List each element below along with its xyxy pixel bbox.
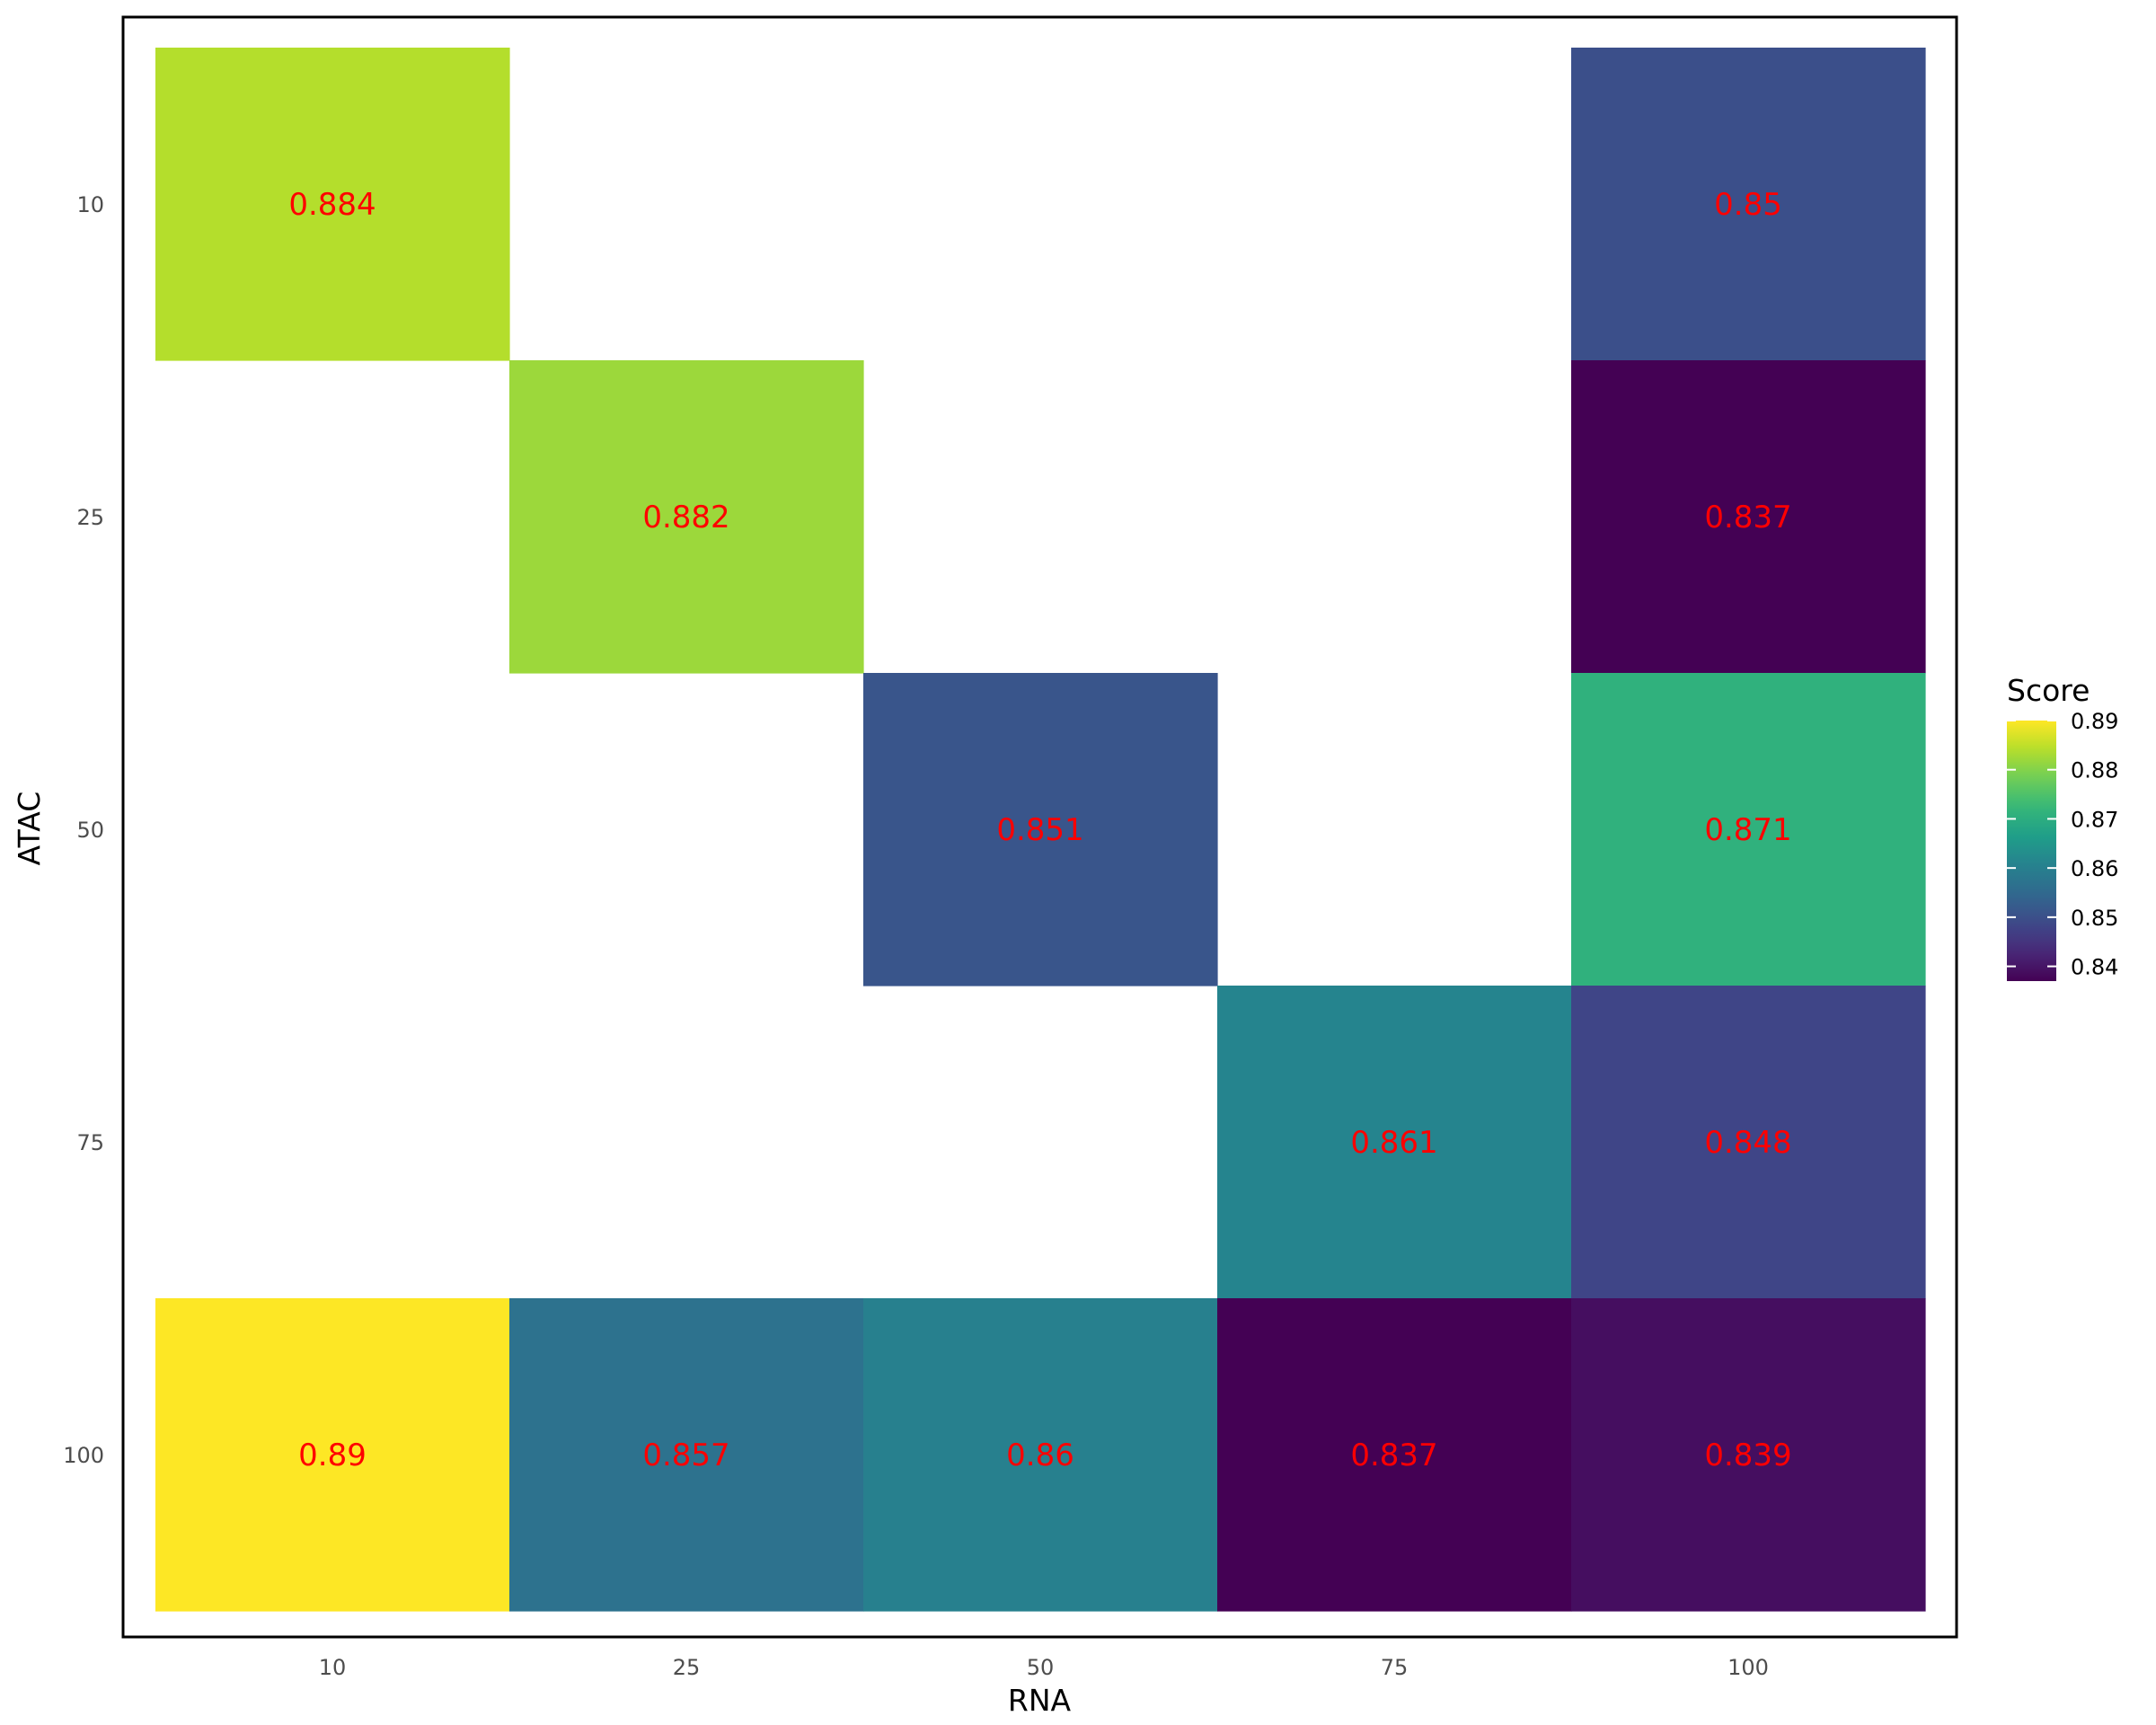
cell-value-label: 0.85 (1714, 187, 1782, 223)
x-tick-label: 75 (1381, 1655, 1409, 1680)
cell-value-label: 0.861 (1350, 1125, 1437, 1161)
x-tick-label: 100 (1727, 1655, 1769, 1680)
x-tick-label: 50 (1027, 1655, 1055, 1680)
y-axis-ticks: 10 25 50 75 100 (63, 192, 104, 1468)
cell-value-label: 0.884 (288, 187, 376, 223)
cell-value-label: 0.871 (1704, 812, 1791, 848)
y-tick-label: 25 (76, 505, 104, 530)
heatmap-cell (1571, 986, 1926, 1299)
legend-colorbar (2007, 721, 2056, 981)
y-tick-label: 10 (76, 192, 104, 217)
heatmap-cell (509, 360, 864, 674)
cell-value-label: 0.86 (1006, 1438, 1074, 1473)
cell-value-label: 0.848 (1704, 1125, 1791, 1161)
heatmap-cell (155, 48, 510, 361)
y-tick-label: 100 (63, 1443, 104, 1468)
heatmap-cell (155, 1298, 510, 1612)
cell-value-label: 0.837 (1704, 500, 1791, 535)
legend-tick-label: 0.86 (2071, 856, 2118, 881)
color-legend: Score 0.89 0.88 0.87 0.86 0.85 0.84 (2007, 673, 2118, 981)
y-axis-title: ATAC (12, 792, 47, 866)
legend-tick-label: 0.85 (2071, 906, 2118, 931)
y-tick-label: 50 (76, 818, 104, 843)
legend-tick-label: 0.87 (2071, 807, 2118, 832)
legend-tick-label: 0.89 (2071, 709, 2118, 734)
x-tick-label: 25 (673, 1655, 701, 1680)
heatmap-cell (1571, 48, 1926, 361)
cell-value-label: 0.837 (1350, 1438, 1437, 1473)
heatmap-cell (1571, 1298, 1926, 1612)
cell-value-label: 0.857 (642, 1438, 729, 1473)
heatmap-cells (155, 48, 1926, 1612)
panel-border (121, 15, 1958, 1639)
cell-value-label: 0.851 (996, 812, 1083, 848)
cell-labels: 0.884 0.85 0.882 0.837 0.851 0.871 0.861 0.848 0… (288, 187, 1791, 1473)
heatmap-cell (863, 673, 1218, 986)
cell-value-label: 0.89 (298, 1438, 367, 1473)
y-tick-label: 75 (76, 1130, 104, 1155)
heatmap-cell (863, 1298, 1218, 1612)
heatmap-cell (509, 1298, 864, 1612)
legend-ticks: 0.89 0.88 0.87 0.86 0.85 0.84 (2007, 709, 2118, 980)
cell-value-label: 0.839 (1704, 1438, 1791, 1473)
legend-title: Score (2007, 673, 2090, 708)
x-axis-ticks: 10 25 50 75 100 (319, 1655, 1769, 1680)
heatmap-cell (1571, 673, 1926, 986)
heatmap-cell (1217, 986, 1572, 1299)
x-tick-label: 10 (319, 1655, 347, 1680)
legend-tick-label: 0.88 (2071, 758, 2118, 783)
cell-value-label: 0.882 (642, 500, 729, 535)
heatmap-cell (1217, 1298, 1572, 1612)
legend-tick-label: 0.84 (2071, 955, 2118, 980)
x-axis-title: RNA (1008, 1683, 1072, 1718)
heatmap-cell (1571, 360, 1926, 674)
